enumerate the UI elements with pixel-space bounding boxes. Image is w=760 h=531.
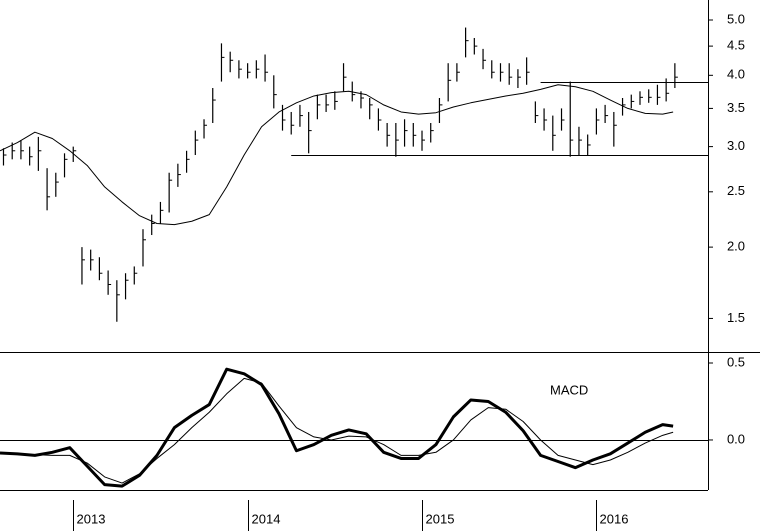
y-tick-label: 3.5: [727, 100, 745, 115]
x-tick-label: 2013: [77, 511, 106, 526]
y-tick-label: 2.5: [727, 183, 745, 198]
moving-average: [0, 84, 674, 226]
x-tick-label: 2014: [252, 511, 281, 526]
y-tick-label: 3.0: [727, 138, 745, 153]
x-tick-label: 2016: [600, 511, 629, 526]
signal-line: [0, 377, 674, 484]
macd-line: [0, 367, 674, 488]
y-tick-label: 4.5: [727, 38, 745, 53]
x-tick-label: 2015: [426, 511, 455, 526]
annotation: MACD: [550, 382, 588, 397]
y-tick-label: 0.0: [727, 431, 745, 446]
y-tick-label: 1.5: [727, 310, 745, 325]
y-tick-label: 2.0: [727, 239, 745, 254]
y-tick-label: 5.0: [727, 11, 745, 26]
y-tick-label: 0.5: [727, 354, 745, 369]
y-tick-label: 4.0: [727, 67, 745, 82]
